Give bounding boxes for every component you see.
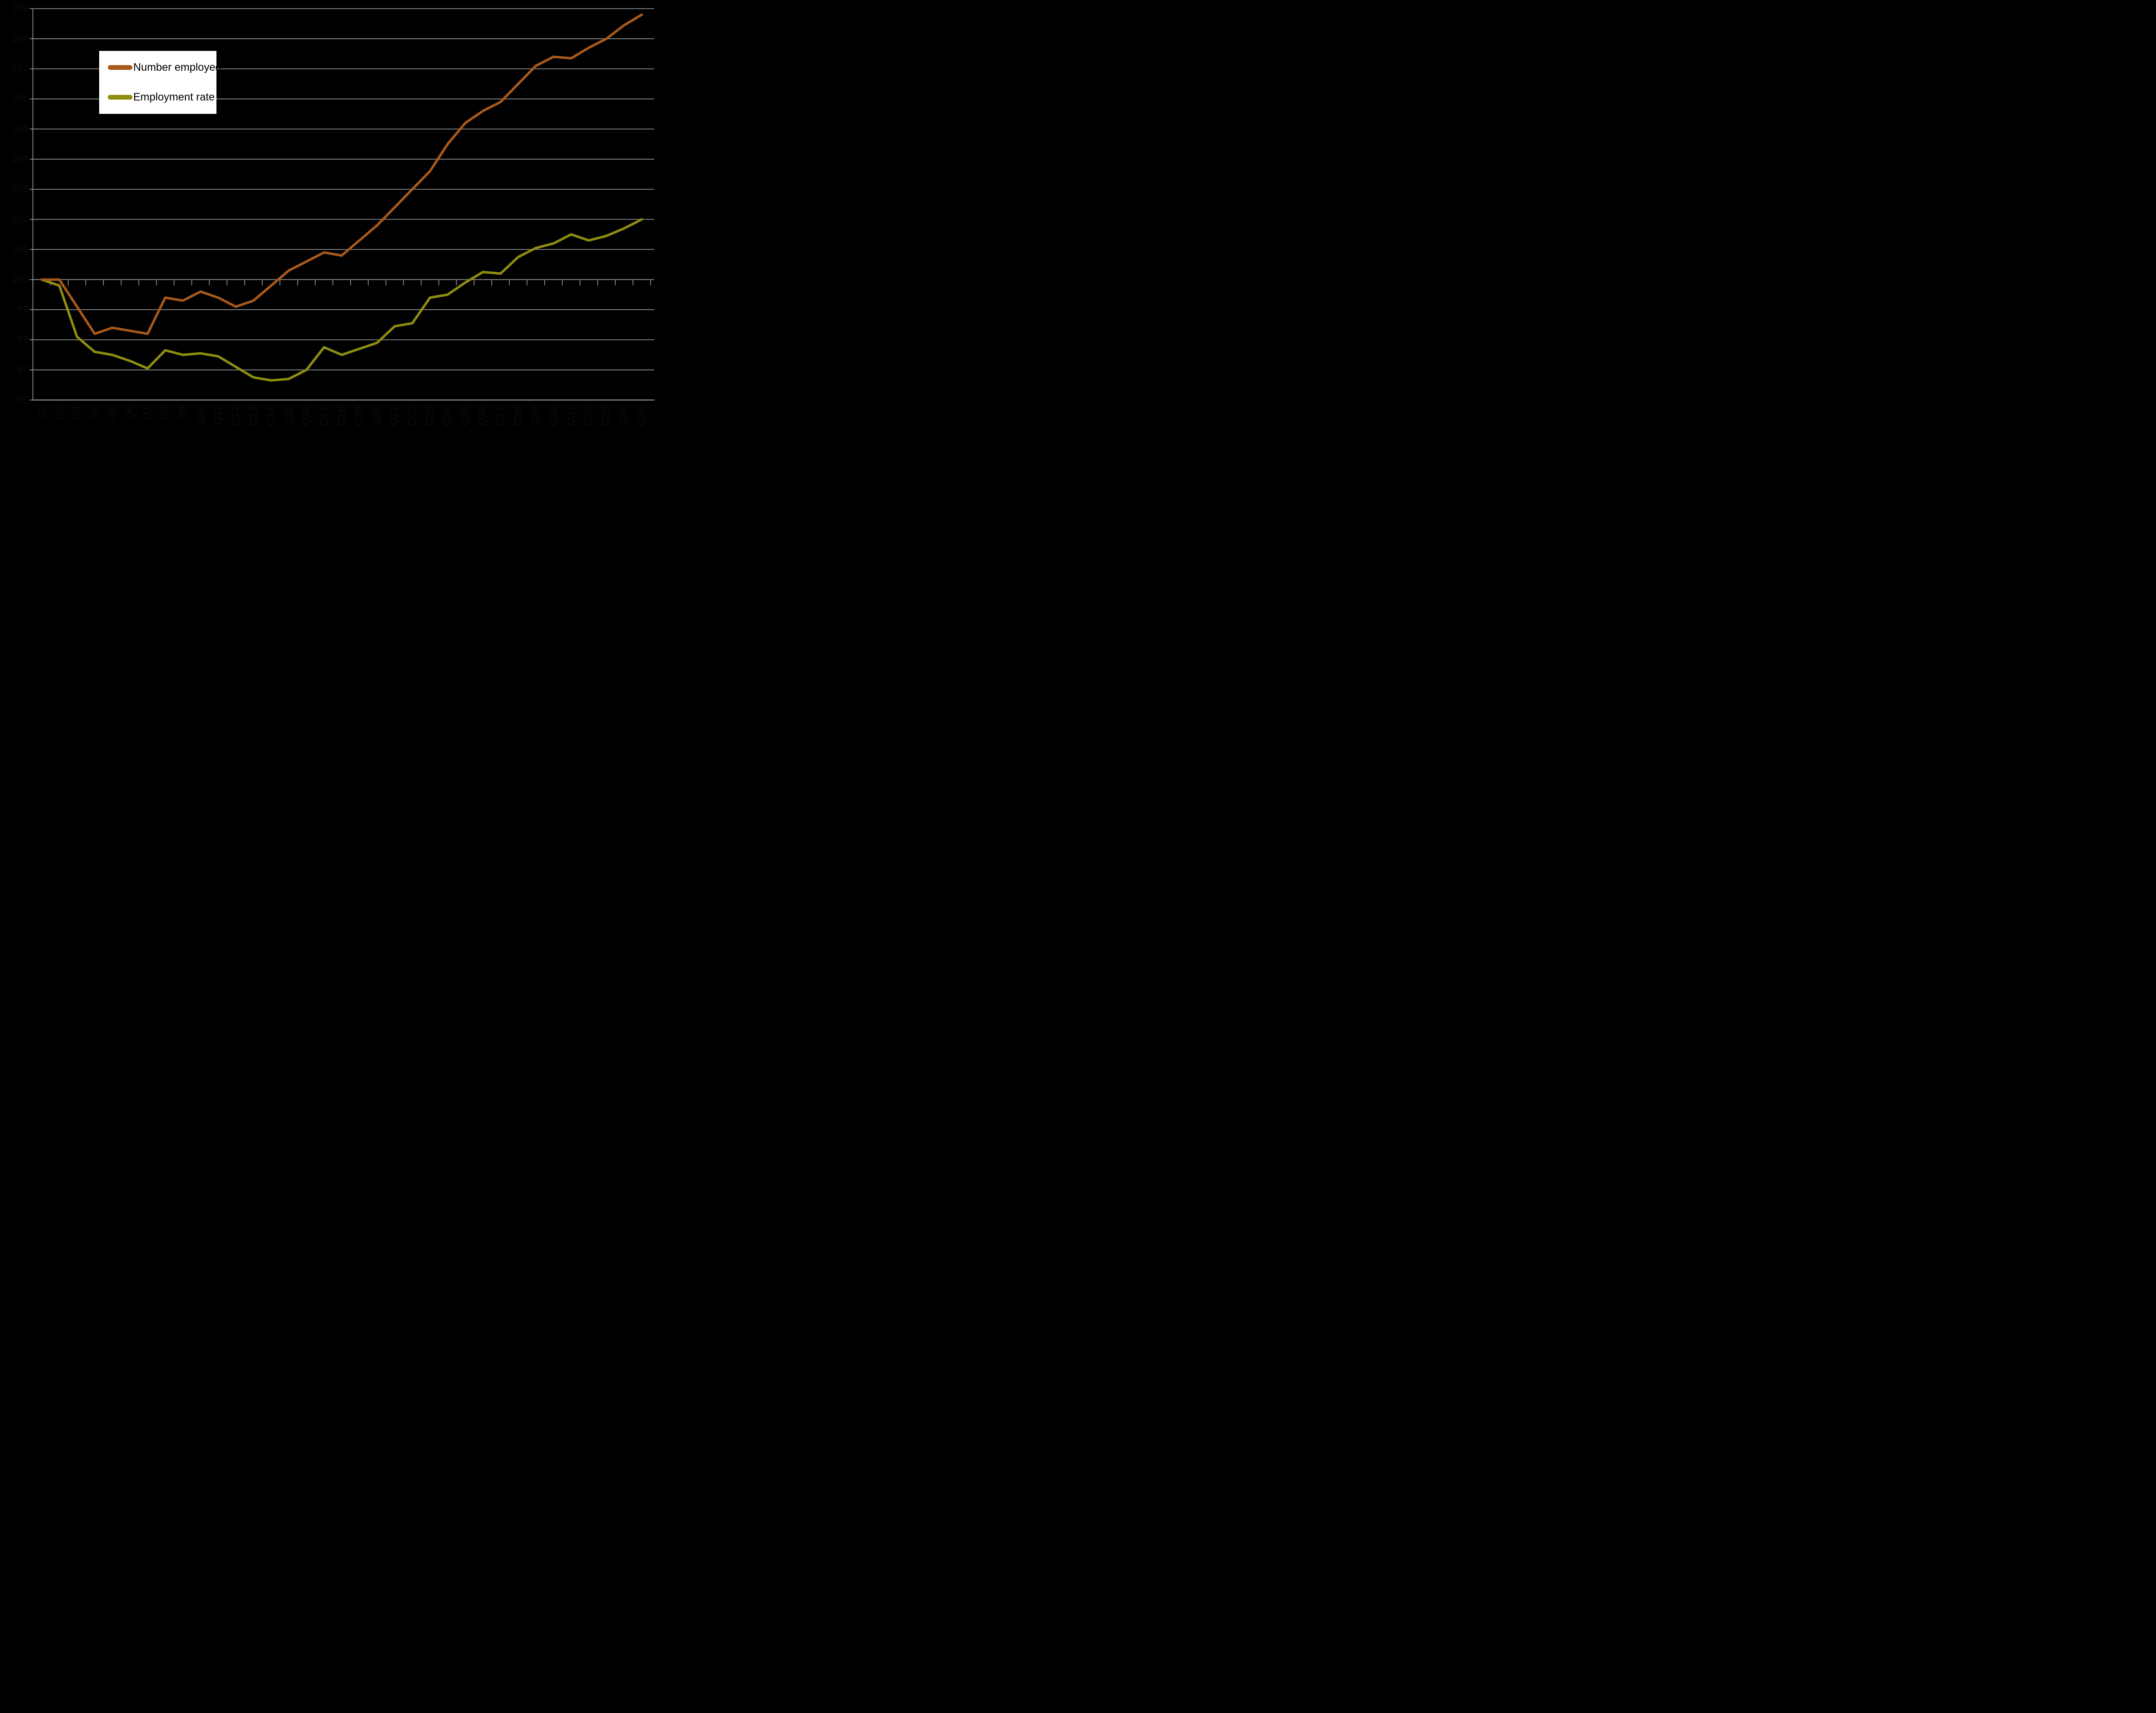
x-axis-label: Q22 xyxy=(406,406,418,426)
employment-rate-swatch-icon xyxy=(108,95,132,100)
y-axis-label: 103 xyxy=(11,183,28,195)
y-axis-label: 96 xyxy=(17,394,28,406)
x-axis-label: Q4 xyxy=(88,406,100,420)
x-axis-label: Q14 xyxy=(265,406,277,426)
x-axis-label: Q21 xyxy=(389,406,401,426)
legend-label: Employment rate xyxy=(133,91,215,103)
x-axis-label: Q6 xyxy=(124,406,136,420)
x-axis-label: Q5 xyxy=(106,406,118,420)
y-axis-label: 101 xyxy=(11,243,28,255)
x-axis-label: Q15 xyxy=(282,406,295,426)
x-axis-label: Q16 xyxy=(300,406,312,426)
x-axis-label: Q35 xyxy=(636,406,648,426)
x-axis-label: Q29 xyxy=(530,406,542,426)
x-axis-label: Q24 xyxy=(442,406,454,426)
y-axis-label: 109 xyxy=(11,3,28,14)
y-axis-label: 98 xyxy=(17,333,28,345)
number-employed-swatch-icon xyxy=(108,65,132,70)
x-axis-label: Q2 xyxy=(53,406,65,420)
employment-line-chart: 109 108 107 106 105 104 103 102 101 100 99 98 97 96 Q1… xyxy=(0,0,658,428)
x-axis-label: Q28 xyxy=(512,406,524,426)
x-axis-label: Q20 xyxy=(371,406,383,426)
x-axis-label: Q17 xyxy=(318,406,330,426)
y-axis-label: 104 xyxy=(11,153,28,165)
x-axis-label: Q25 xyxy=(459,406,471,426)
x-axis-label: Q31 xyxy=(565,406,577,426)
series-line-number-employed xyxy=(40,13,643,335)
legend-label: Number employed xyxy=(133,61,222,73)
x-axis-label: Q33 xyxy=(600,406,612,426)
x-axis-label: Q3 xyxy=(71,406,83,420)
x-axis-label: Q18 xyxy=(335,406,348,426)
x-axis-label: Q34 xyxy=(618,406,630,426)
x-axis-label: Q19 xyxy=(353,406,365,426)
x-axis-label: Q32 xyxy=(583,406,595,426)
x-axis-label: Q10 xyxy=(194,406,207,426)
x-axis-label: Q1 xyxy=(35,406,47,420)
y-axis-label: 99 xyxy=(17,304,28,316)
x-axis-label: Q27 xyxy=(494,406,506,426)
x-axis-label: Q23 xyxy=(424,406,436,426)
y-axis-label: 100 xyxy=(11,273,28,286)
y-axis-label: 107 xyxy=(11,63,28,75)
x-axis-label: Q13 xyxy=(247,406,259,426)
x-axis-label: Q9 xyxy=(177,406,189,420)
legend: Number employed Employment rate xyxy=(99,51,221,114)
x-axis-label: Q26 xyxy=(476,406,489,426)
plot-area xyxy=(29,8,654,401)
x-axis-label: Q12 xyxy=(229,406,241,426)
y-axis-label: 105 xyxy=(11,123,28,135)
y-axis-label: 106 xyxy=(11,93,28,105)
series-line-employment-rate xyxy=(40,218,643,382)
x-axis-label: Q30 xyxy=(547,406,559,426)
legend-entry-number-employed: Number employed xyxy=(108,61,221,74)
legend-entry-employment-rate: Employment rate xyxy=(108,91,216,104)
y-axis-label: 108 xyxy=(11,32,28,44)
x-axis-label: Q7 xyxy=(141,406,154,420)
x-axis-label: Q8 xyxy=(159,406,171,420)
x-axis-label: Q11 xyxy=(212,406,224,425)
y-axis-label: 102 xyxy=(11,213,28,225)
y-axis-label: 97 xyxy=(17,364,28,376)
